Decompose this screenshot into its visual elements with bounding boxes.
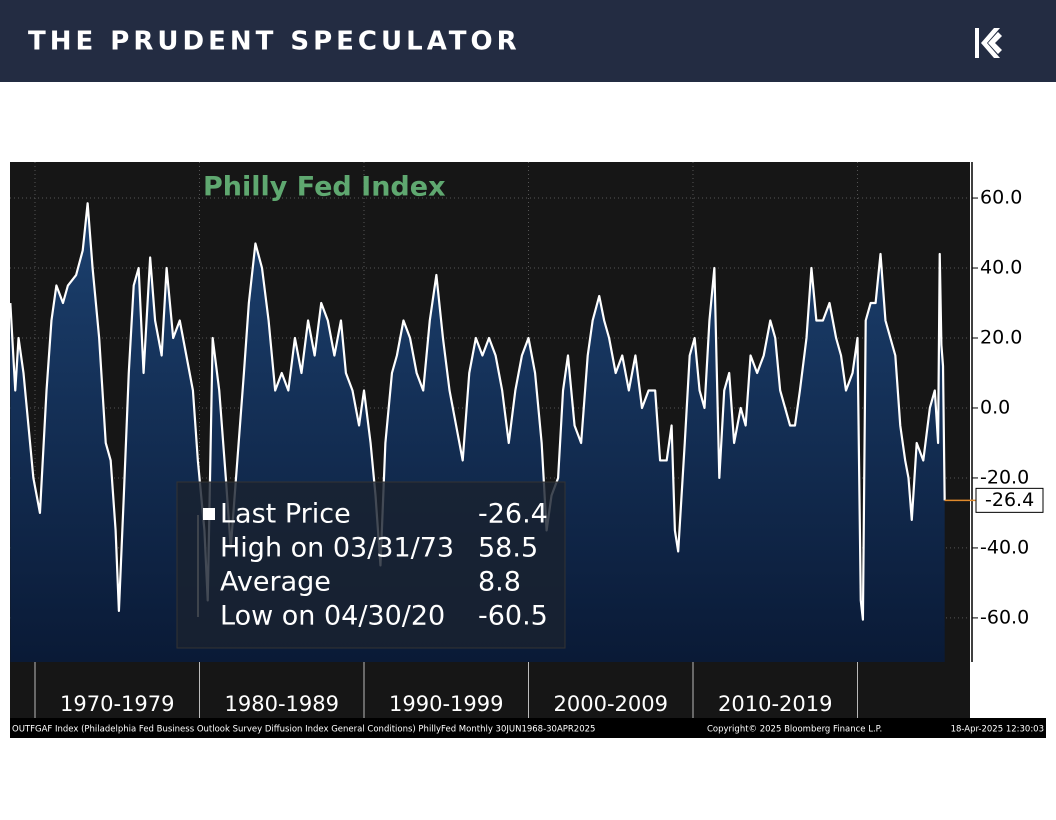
stat-value: 58.5	[478, 533, 538, 564]
stat-value: -26.4	[478, 499, 548, 530]
x-band-label: 1990-1999	[389, 692, 503, 716]
y-tick-label: 20.0	[980, 326, 1022, 348]
series-line	[9, 202, 946, 621]
y-tick-label: -60.0	[980, 606, 1029, 628]
y-tick-label: -20.0	[980, 466, 1029, 488]
stat-label: Last Price	[220, 499, 351, 530]
footer-bar	[10, 718, 1046, 738]
chart-title: Philly Fed Index	[203, 172, 446, 203]
y-tick-label: 60.0	[980, 187, 1022, 209]
y-tick-label: 0.0	[980, 396, 1010, 418]
logo	[975, 28, 1002, 58]
stat-label: High on 03/31/73	[220, 533, 454, 564]
x-band-label: 2000-2009	[554, 692, 668, 716]
footer-copyright: Copyright© 2025 Bloomberg Finance L.P.	[707, 725, 882, 735]
plot: 60.0 40.0 20.0 0.0 -20.0 -40.0 -60.0 1970-1979 1…	[9, 162, 1044, 718]
y-tick-label: 40.0	[980, 257, 1022, 279]
stat-value: -60.5	[478, 601, 548, 632]
footer-source: OUTFGAF Index (Philadelphia Fed Business…	[12, 725, 595, 735]
last-value-box	[975, 487, 1044, 513]
footer-timestamp: 18-Apr-2025 12:30:03	[951, 725, 1044, 735]
x-band-label: 1980-1989	[225, 692, 339, 716]
legend-swatch	[203, 508, 215, 520]
header-bar	[0, 0, 1056, 82]
stat-label: Low on 04/30/20	[220, 601, 445, 632]
last-value-label: -26.4	[985, 489, 1034, 511]
x-band-label: 1970-1979	[60, 692, 174, 716]
y-tick-label: -40.0	[980, 536, 1029, 558]
header-title: THE PRUDENT SPECULATOR	[28, 27, 521, 57]
x-axis-band	[10, 662, 970, 718]
stat-label: Average	[220, 567, 331, 598]
y-axis-bg	[970, 162, 1056, 718]
stat-value: 8.8	[478, 567, 521, 598]
legend-box	[176, 481, 566, 649]
x-band-label: 2010-2019	[718, 692, 832, 716]
